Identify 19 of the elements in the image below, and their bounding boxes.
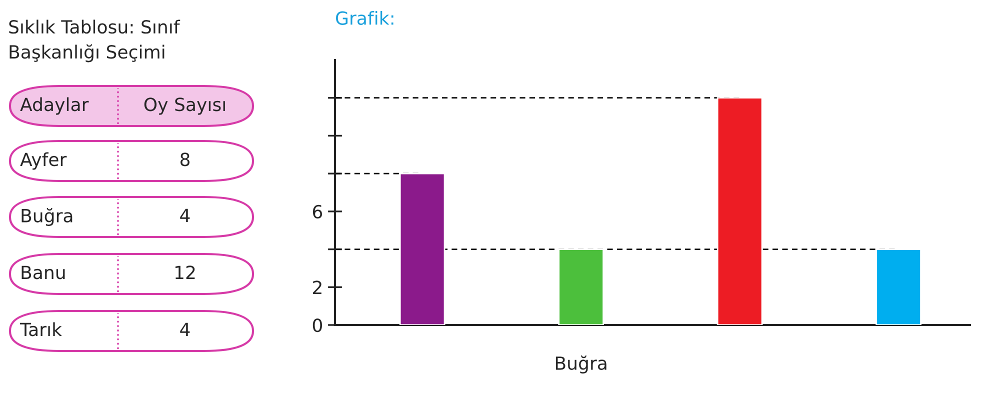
text: Tarık [20,322,62,336]
y-tick-label: 2 [313,280,322,294]
text: 4 [180,322,190,336]
text: Ayfer [20,152,67,170]
text: Sıklık Tablosu: Sınıf Başkanlığı Seçimi [9,20,180,62]
chart-title: Grafik: [336,10,394,25]
bar [399,172,446,325]
bar [558,248,604,325]
text: 12 [175,266,195,279]
y-tick-label: 6 [312,204,322,219]
y-tick-label: 0 [312,318,322,332]
text: Oy Sayısı [144,98,225,115]
bar [876,248,922,325]
text: Banu [22,266,65,280]
text: 4 [180,208,190,222]
bar [716,97,763,325]
text: Adaylar [20,97,89,115]
text: Buğra [22,208,72,226]
text: 8 [180,152,190,166]
